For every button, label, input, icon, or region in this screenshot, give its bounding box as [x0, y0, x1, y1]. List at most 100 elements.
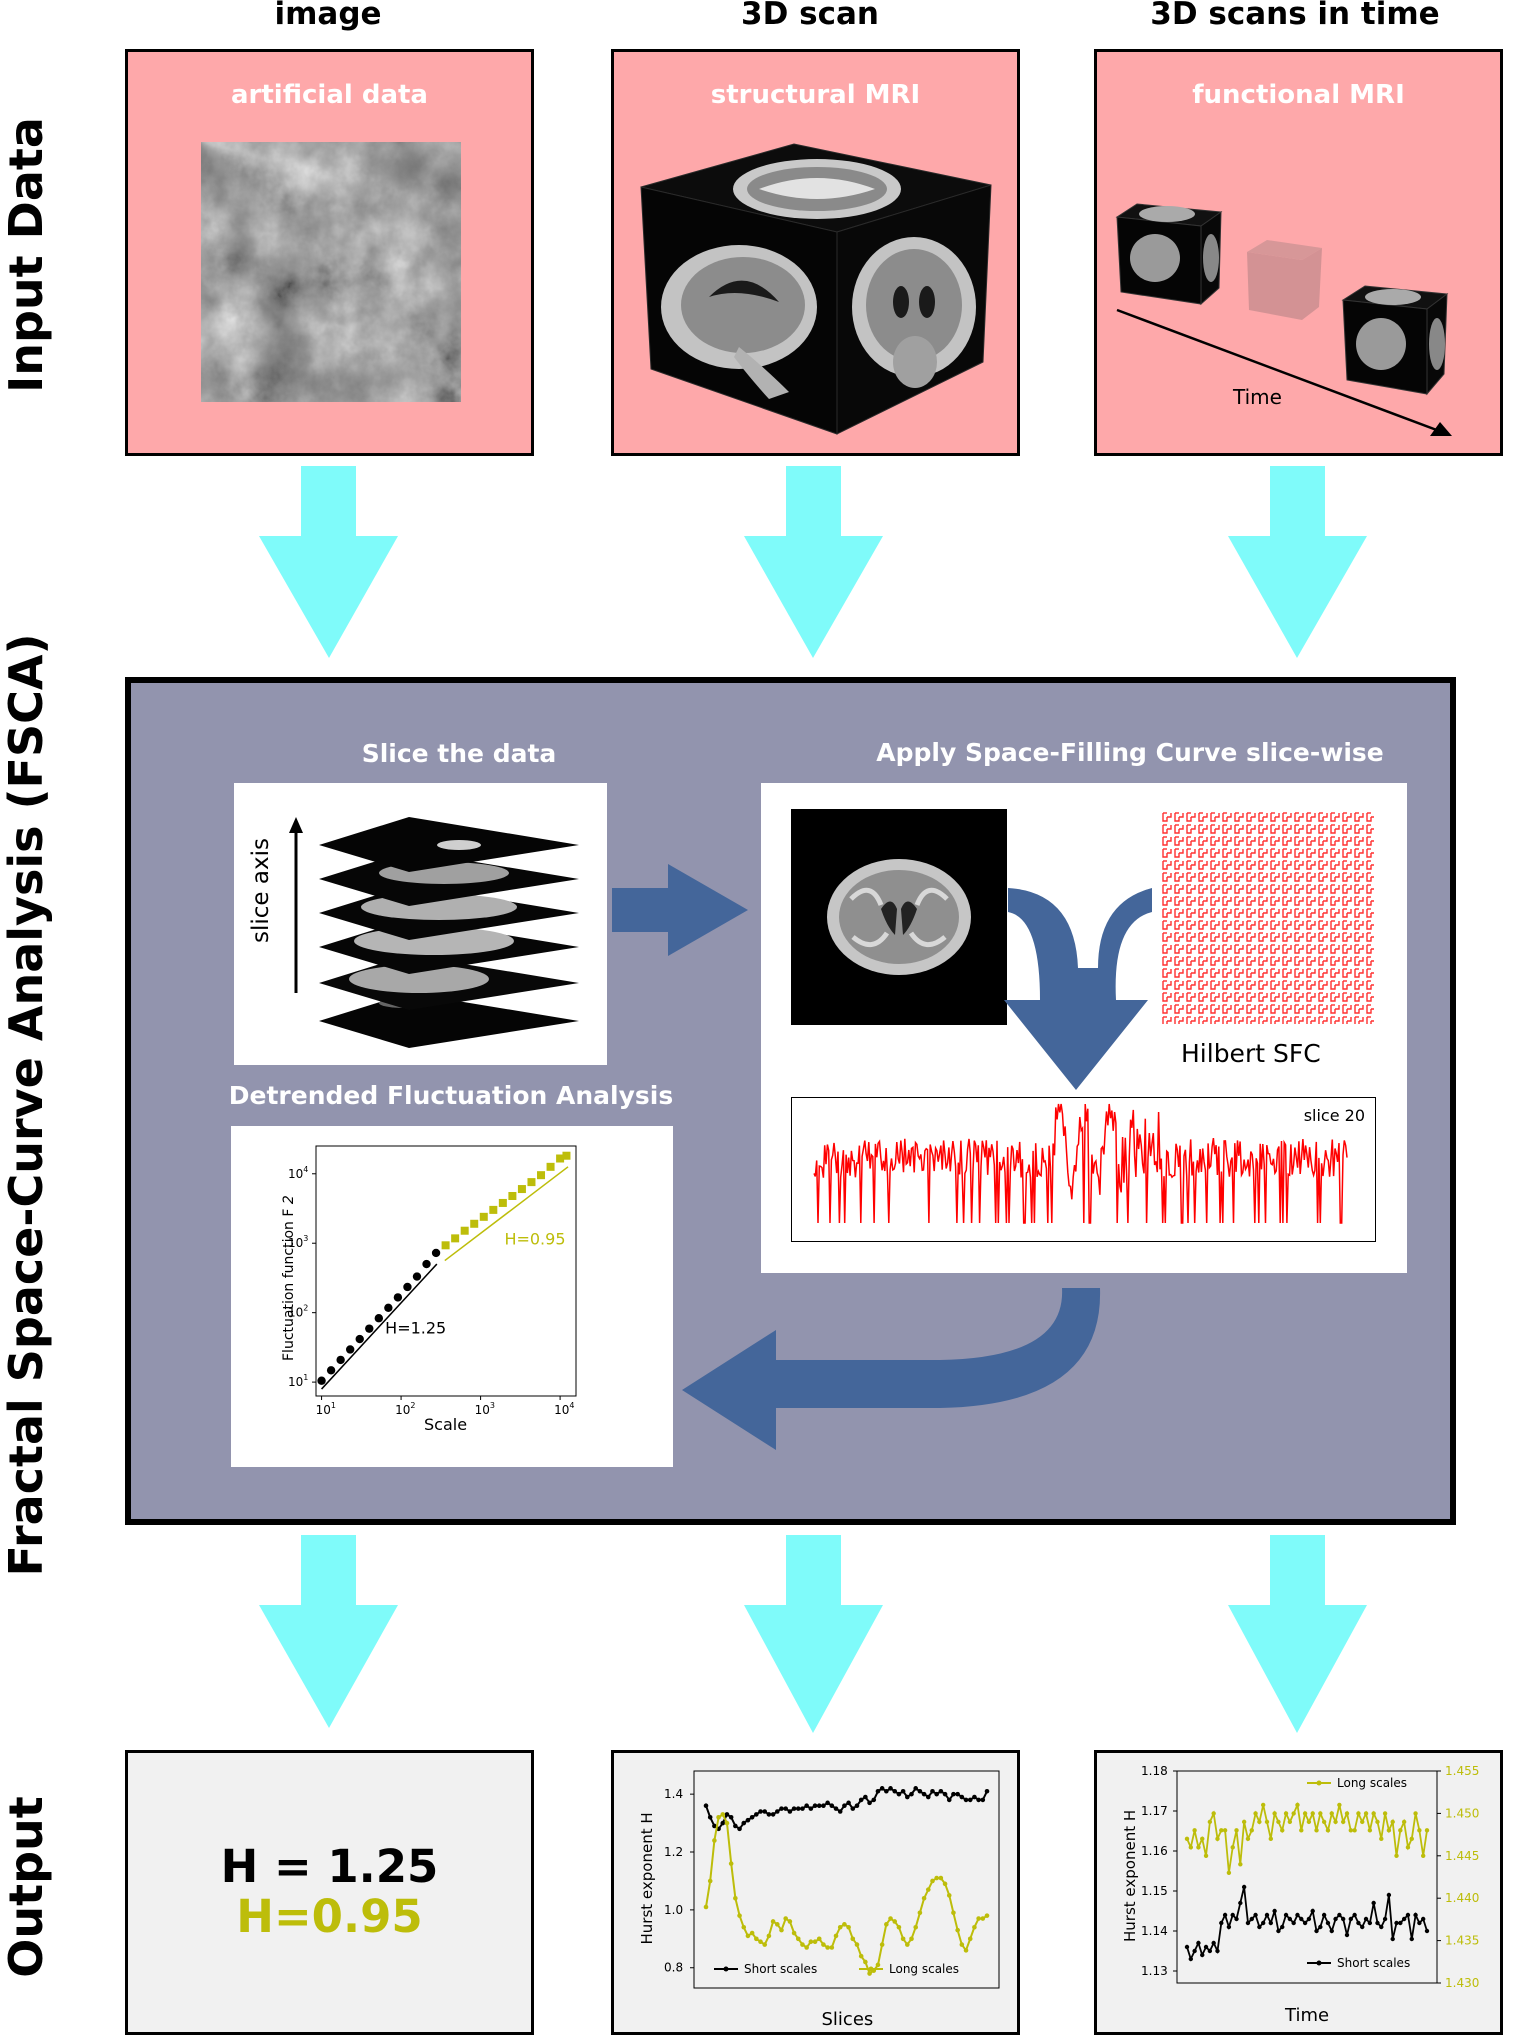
time-series-point: [1401, 1819, 1407, 1825]
dfa-point-long: [556, 1154, 565, 1163]
slices-series-point: [728, 1861, 734, 1866]
slices-ytick-label: 1.0: [664, 1903, 683, 1917]
slices-series-point: [846, 1924, 851, 1930]
time-series-point: [1352, 1912, 1357, 1918]
slices-series-point: [707, 1814, 713, 1820]
dfa-point-short: [431, 1248, 441, 1258]
slices-series-point: [787, 1919, 793, 1924]
h-long-value: H=0.95: [236, 1890, 423, 1943]
slices-legend-marker: [868, 1966, 874, 1972]
dfa-ytick-exp: 3: [303, 1234, 308, 1243]
time-series-point: [1420, 1916, 1426, 1922]
time-series-point: [1207, 1819, 1213, 1825]
time-series-point: [1188, 1956, 1194, 1962]
time-series-point: [1318, 1924, 1323, 1930]
time-series-point: [1375, 1920, 1380, 1926]
time-series-point: [1295, 1802, 1300, 1808]
slices-series-point: [942, 1881, 948, 1887]
slices-series-point: [754, 1812, 759, 1817]
time-legend-label: Short scales: [1337, 1956, 1410, 1970]
dfa-point-long: [508, 1192, 517, 1200]
slices-series-point: [858, 1797, 864, 1803]
time-series-point: [1238, 1862, 1243, 1867]
time-series-point: [1356, 1920, 1361, 1926]
time-series-point: [1306, 1819, 1312, 1825]
slice-panel: slice axis: [234, 783, 607, 1065]
time-series-point: [1325, 1920, 1331, 1926]
slices-series-point: [967, 1797, 973, 1803]
time-series-point: [1283, 1912, 1289, 1918]
slices-series-point: [867, 1800, 872, 1806]
slices-series-point: [703, 1803, 709, 1809]
time-series-point: [1348, 1916, 1354, 1922]
slices-series-point: [909, 1936, 914, 1942]
dfa-xtick-label: 102: [395, 1401, 415, 1417]
dfa-point-long: [489, 1205, 498, 1214]
slices-series-point: [812, 1803, 818, 1809]
slices-series-point: [837, 1809, 843, 1814]
slices-series-point: [758, 1809, 763, 1814]
time-series-point: [1211, 1940, 1216, 1946]
time-series-point: [1329, 1928, 1334, 1934]
functional-mri-label: functional MRI: [1192, 80, 1405, 110]
slices-series-point: [791, 1806, 797, 1811]
slices-ytick-label: 1.4: [664, 1787, 683, 1801]
slices-series-point: [800, 1806, 805, 1811]
time-series-point: [1215, 1948, 1220, 1954]
time-series-point: [1356, 1811, 1361, 1816]
slices-series-point: [951, 1791, 956, 1797]
time-ytick-right-label: 1.450: [1445, 1806, 1479, 1820]
time-series-point: [1405, 1912, 1411, 1918]
time-series-point: [1238, 1900, 1243, 1906]
time-series-line: [1186, 1801, 1428, 1873]
time-series-point: [1215, 1836, 1220, 1842]
sfc-panel: Hilbert SFC slice 20: [761, 783, 1407, 1273]
slices-series-point: [875, 1962, 881, 1968]
column-title-3d-scan: 3D scan: [741, 0, 879, 32]
slices-series-point: [770, 1919, 776, 1924]
time-series-point: [1196, 1845, 1201, 1850]
dfa-title: Detrended Fluctuation Analysis: [228, 1081, 674, 1110]
time-series-point: [1398, 1920, 1403, 1926]
dfa-ylabel-sub: 2: [281, 1195, 297, 1204]
slices-series-point: [766, 1812, 772, 1817]
time-series-point: [1371, 1900, 1376, 1906]
time-series-point: [1245, 1836, 1251, 1842]
time-series-point: [1257, 1819, 1262, 1825]
slices-ytick-label: 1.2: [664, 1845, 683, 1859]
dfa-point-short: [355, 1334, 364, 1344]
slices-series-point: [774, 1809, 780, 1814]
slice-title: Slice the data: [361, 739, 557, 768]
dfa-point-short: [374, 1314, 384, 1323]
time-series-point: [1203, 1944, 1209, 1950]
slices-series-point: [976, 1797, 981, 1803]
dfa-point-short: [326, 1366, 336, 1375]
time-legend-label: Long scales: [1337, 1776, 1407, 1790]
time-series-point: [1234, 1916, 1239, 1922]
time-series-point: [1386, 1892, 1392, 1898]
time-series-point: [1192, 1828, 1197, 1833]
slices-series-point: [720, 1820, 726, 1826]
dfa-point-short: [365, 1324, 374, 1333]
slices-series-point: [733, 1823, 738, 1829]
time-series-point: [1230, 1912, 1235, 1918]
time-ytick-left-label: 1.13: [1141, 1964, 1168, 1978]
slices-series-point: [703, 1904, 709, 1910]
slices-series-point: [707, 1878, 713, 1884]
slices-series-point: [812, 1939, 818, 1945]
slices-series-point: [825, 1800, 830, 1806]
slices-series-point: [967, 1936, 973, 1942]
time-series-point: [1264, 1912, 1270, 1918]
slices-series-point: [762, 1942, 768, 1947]
slices-series-point: [821, 1942, 826, 1947]
slices-series-point: [934, 1791, 939, 1797]
slices-series-point: [938, 1788, 944, 1794]
slices-series-point: [896, 1791, 902, 1797]
time-series-point: [1398, 1828, 1403, 1833]
slices-series-point: [963, 1797, 969, 1803]
slices-series-point: [795, 1936, 801, 1942]
slices-series-point: [930, 1878, 935, 1884]
time-series-point: [1333, 1916, 1338, 1922]
slices-legend-label: Long scales: [889, 1962, 959, 1976]
